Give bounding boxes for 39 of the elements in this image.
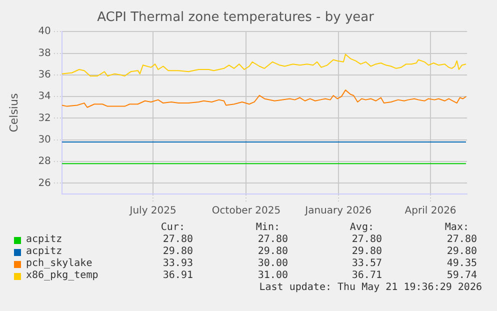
y-tick-label: 30 (38, 134, 51, 146)
text: Cur: (160, 222, 185, 234)
text: Last update: Thu May 21 19:36:29 2026 (259, 282, 482, 294)
y-tick-label: 32 (38, 112, 51, 124)
text: 29.80 (258, 246, 288, 258)
text: Max: (444, 222, 469, 234)
text: 29.80 (162, 246, 193, 258)
text: 36.71 (352, 270, 382, 282)
text: 27.80 (162, 234, 193, 246)
legend-label: x86_pkg_temp (26, 270, 98, 282)
text: 27.80 (258, 234, 288, 246)
text: 33.57 (352, 258, 382, 270)
text: 36.91 (162, 270, 193, 282)
y-tick-label: 26 (38, 178, 51, 189)
x-tick-label: January 2026 (304, 206, 372, 217)
text: 33.93 (162, 258, 193, 270)
y-tick-label: 28 (38, 156, 51, 168)
text: 29.80 (446, 246, 477, 258)
text: 29.80 (352, 246, 382, 258)
x-tick-label: July 2025 (128, 206, 176, 217)
text: 27.80 (352, 234, 382, 246)
x-tick-label: October 2025 (212, 206, 281, 217)
text: Avg: (350, 222, 374, 234)
text: Min: (256, 222, 280, 234)
text: 59.74 (446, 270, 477, 282)
chart-title: ACPI Thermal zone temperatures - by year (97, 10, 375, 26)
text: 30.00 (258, 258, 288, 270)
y-axis-title: Celsius (7, 93, 20, 132)
legend-label: acpitz (26, 234, 62, 246)
legend-label: acpitz (26, 246, 62, 258)
text: 27.80 (446, 234, 477, 246)
text: 31.00 (258, 270, 288, 282)
x-tick-label: April 2026 (404, 206, 456, 217)
y-tick-label: 34 (38, 91, 51, 102)
text: 49.35 (446, 258, 477, 270)
y-tick-label: 38 (38, 48, 51, 59)
y-tick-label: 40 (38, 26, 51, 38)
legend-label: pch_skylake (26, 258, 92, 270)
y-tick-label: 36 (38, 70, 51, 80)
